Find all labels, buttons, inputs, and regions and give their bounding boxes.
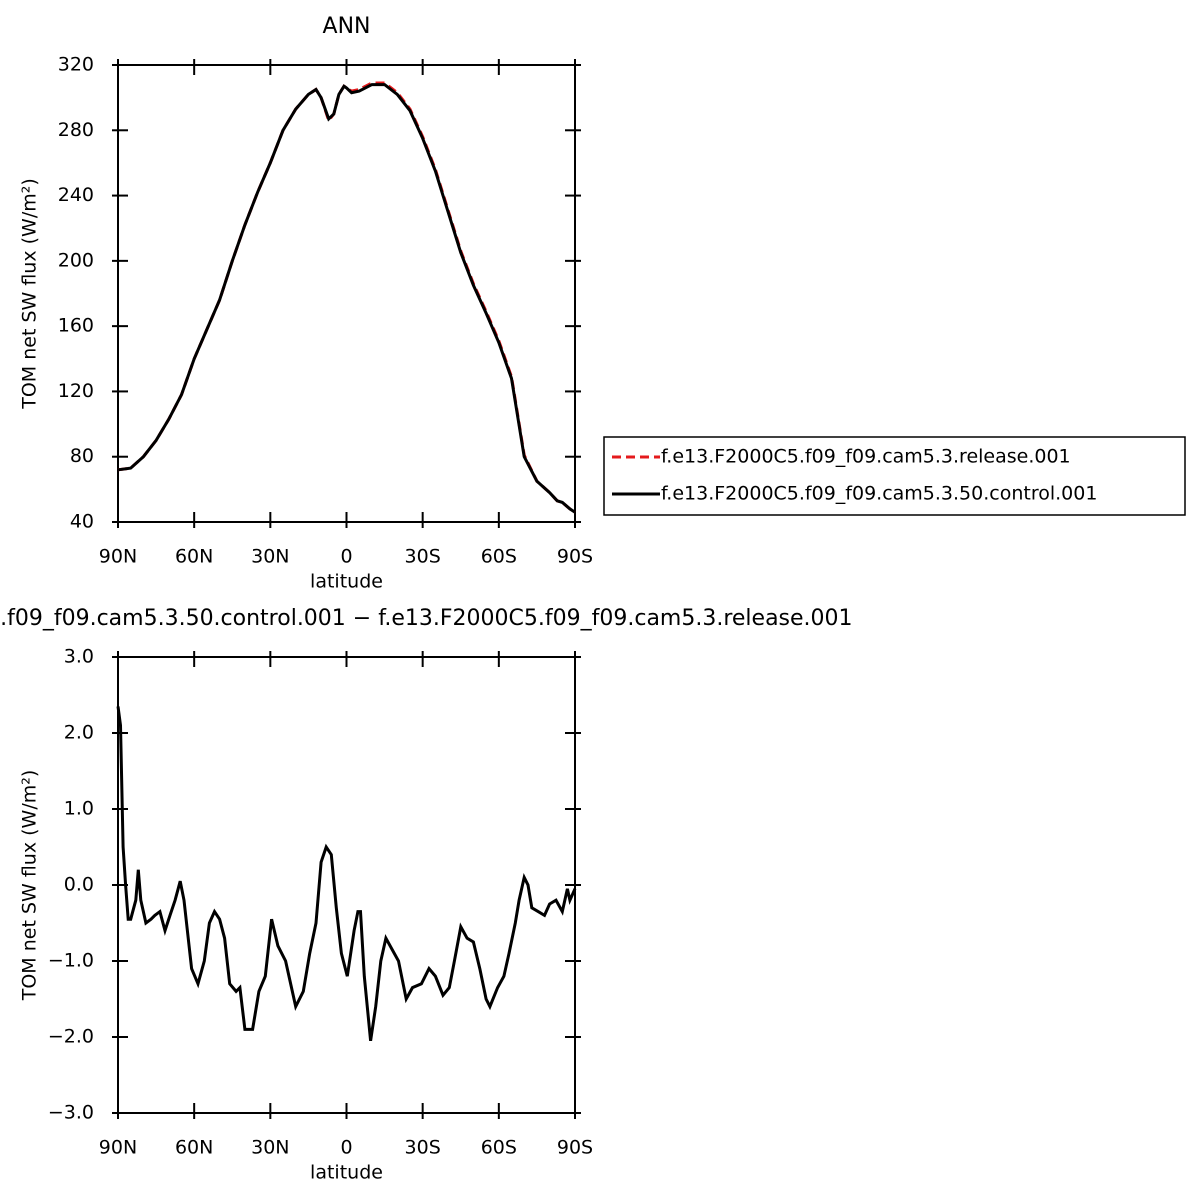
x-tick-label: 90S bbox=[557, 546, 593, 568]
plot-frame bbox=[117, 64, 576, 523]
plot-frame bbox=[117, 656, 576, 1114]
x-tick-label: 30N bbox=[251, 1137, 289, 1159]
y-tick-label: −3.0 bbox=[48, 1102, 94, 1124]
y-tick-label: 160 bbox=[58, 315, 94, 337]
x-axis-label: latitude bbox=[310, 571, 383, 593]
y-tick-label: 80 bbox=[70, 445, 94, 467]
y-tick-label: 200 bbox=[58, 249, 94, 271]
y-tick-label: 120 bbox=[58, 380, 94, 402]
x-tick-label: 30S bbox=[405, 546, 441, 568]
line-series bbox=[117, 83, 576, 514]
line-series bbox=[117, 81, 576, 514]
x-tick-label: 90N bbox=[99, 546, 137, 568]
y-tick-label: 240 bbox=[58, 184, 94, 206]
y-tick-label: 2.0 bbox=[64, 722, 94, 744]
y-tick-label: 280 bbox=[58, 119, 94, 141]
x-tick-label: 30N bbox=[251, 546, 289, 568]
legend-box bbox=[603, 436, 1186, 516]
y-tick-label: 1.0 bbox=[64, 798, 94, 820]
x-tick-label: 60N bbox=[175, 546, 213, 568]
chart-title: f.e13.F2000C5.f09_f09.cam5.3.50.control.… bbox=[0, 606, 853, 631]
y-tick-label: −1.0 bbox=[48, 950, 94, 972]
y-tick-label: 0.0 bbox=[64, 874, 94, 896]
x-tick-label: 0 bbox=[340, 1137, 352, 1159]
x-tick-label: 0 bbox=[340, 546, 352, 568]
y-axis-label: TOM net SW flux (W/m²) bbox=[19, 178, 41, 410]
chart-title: ANN bbox=[323, 14, 371, 39]
legend-label: f.e13.F2000C5.f09_f09.cam5.3.50.control.… bbox=[661, 483, 1097, 505]
y-tick-label: 320 bbox=[58, 54, 94, 76]
y-tick-label: 40 bbox=[70, 511, 94, 533]
x-tick-label: 60S bbox=[481, 546, 517, 568]
x-axis-label: latitude bbox=[310, 1162, 383, 1184]
x-tick-label: 60S bbox=[481, 1137, 517, 1159]
line-series bbox=[116, 706, 577, 1042]
x-tick-label: 30S bbox=[405, 1137, 441, 1159]
y-axis-label: TOM net SW flux (W/m²) bbox=[19, 770, 41, 1002]
legend-label: f.e13.F2000C5.f09_f09.cam5.3.release.001 bbox=[661, 446, 1071, 468]
x-tick-label: 90S bbox=[557, 1137, 593, 1159]
y-tick-label: −2.0 bbox=[48, 1026, 94, 1048]
x-tick-label: 60N bbox=[175, 1137, 213, 1159]
x-tick-label: 90N bbox=[99, 1137, 137, 1159]
y-tick-label: 3.0 bbox=[64, 646, 94, 668]
